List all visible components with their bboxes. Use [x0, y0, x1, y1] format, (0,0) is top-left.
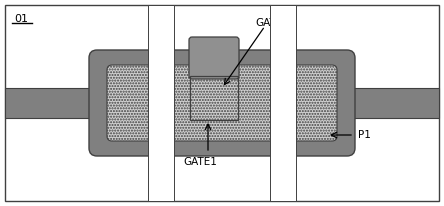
Bar [190, 76, 238, 120]
FancyBboxPatch shape [89, 50, 355, 156]
Text: GATE2: GATE2 [255, 18, 289, 28]
Bar [326, 88, 439, 118]
Bar [270, 5, 296, 201]
Text: P1: P1 [358, 130, 371, 140]
Bar [148, 5, 174, 201]
Text: GATE1: GATE1 [183, 157, 217, 167]
Text: 01: 01 [14, 14, 28, 24]
FancyBboxPatch shape [189, 37, 239, 79]
FancyBboxPatch shape [107, 65, 337, 141]
Bar [5, 88, 118, 118]
